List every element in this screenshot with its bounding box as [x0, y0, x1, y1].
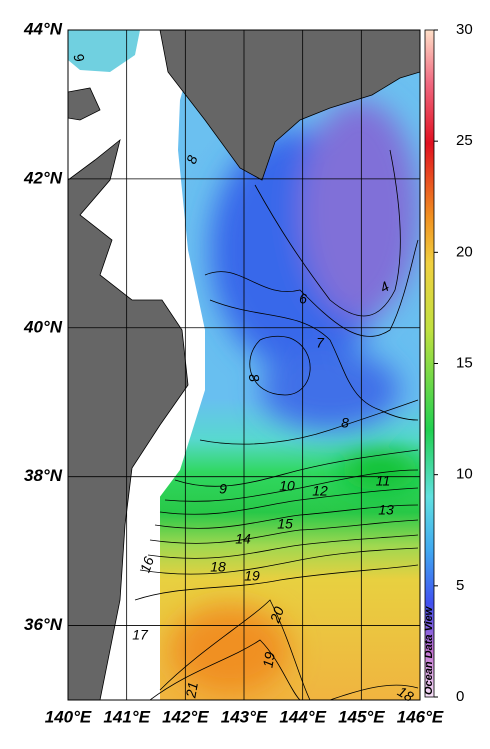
- lon-label: 144°E: [279, 707, 326, 726]
- colorbar-label: 25: [456, 132, 473, 149]
- contour-label: 12: [312, 483, 328, 499]
- colorbar-label: 5: [456, 577, 464, 594]
- lat-label: 40°N: [23, 317, 63, 336]
- graticule: [67, 29, 421, 700]
- contour-label: 14: [235, 531, 251, 547]
- contour-label: 19: [244, 568, 260, 584]
- contour-label: 15: [277, 516, 293, 532]
- lon-label: 142°E: [162, 707, 209, 726]
- lon-label: 146°E: [397, 707, 444, 726]
- contour-label: 20: [266, 604, 287, 625]
- labels: 44°N 42°N 40°N 38°N 36°N 140°E 141°E 142°E 143°E…: [23, 19, 473, 726]
- lon-label: 143°E: [221, 707, 268, 726]
- contour-label: 18: [210, 559, 226, 575]
- lat-label: 38°N: [24, 466, 63, 485]
- lon-label: 145°E: [338, 707, 385, 726]
- contour-label: 8: [246, 373, 263, 384]
- land: [68, 138, 189, 700]
- contour-label: 16: [137, 554, 157, 574]
- contour-label: 9: [219, 481, 227, 497]
- contour-label: 19: [259, 651, 277, 669]
- contour-label: 21: [182, 681, 201, 700]
- colorbar: [424, 29, 435, 698]
- colorbar-label: 30: [456, 21, 473, 38]
- lon-label: 141°E: [103, 707, 150, 726]
- colorbar-label: 20: [456, 243, 473, 260]
- contour-label: 13: [378, 502, 394, 518]
- colorbar-label: 10: [456, 466, 473, 483]
- colorbar-label: 0: [456, 688, 464, 705]
- contour-label: 6: [299, 291, 307, 307]
- lat-label: 36°N: [24, 615, 63, 634]
- colorbar-label: 15: [456, 354, 473, 371]
- land: [68, 87, 101, 121]
- credit: Ocean Data View: [423, 605, 435, 695]
- contours: [134, 149, 419, 700]
- contour-label: 11: [376, 473, 391, 489]
- field-corner: [68, 30, 140, 72]
- lat-label: 42°N: [23, 168, 63, 187]
- contour-label: 10: [279, 478, 295, 494]
- contour-label: 18: [395, 683, 417, 705]
- contour-label: 8: [341, 415, 349, 431]
- land: [159, 30, 420, 181]
- lat-label: 44°N: [23, 19, 63, 38]
- contour-label: 7: [316, 335, 325, 351]
- contour-label: 17: [132, 627, 149, 643]
- lon-label: 140°E: [45, 707, 92, 726]
